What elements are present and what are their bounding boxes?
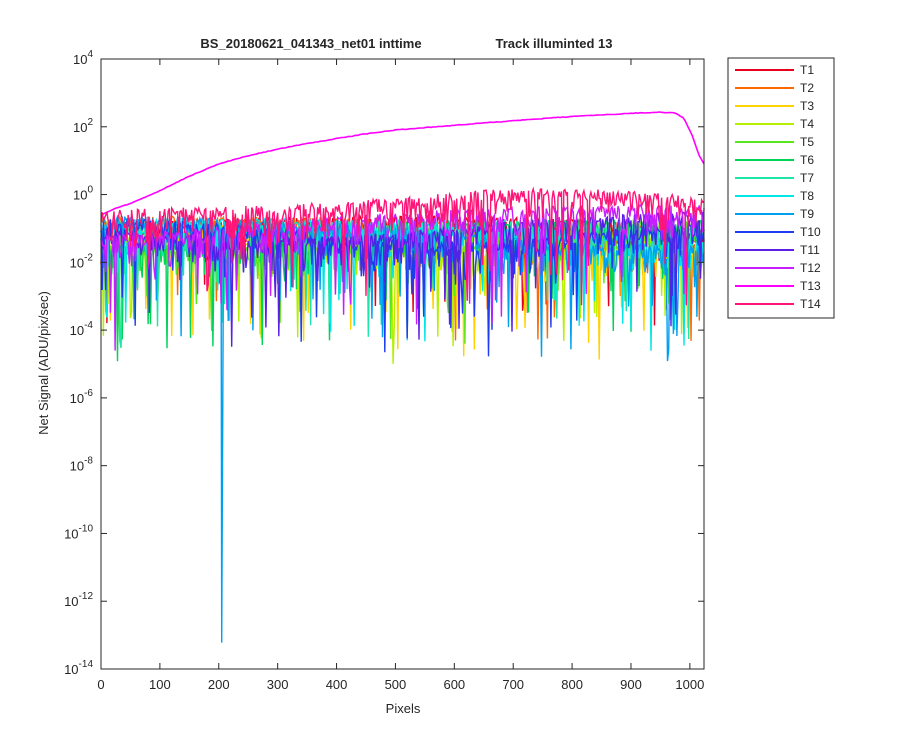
y-tick-label: 100 [73,185,93,203]
y-tick-label: 10-12 [64,591,93,609]
x-tick-label: 800 [561,677,583,692]
x-tick-label: 1000 [675,677,704,692]
y-tick-label: 102 [73,117,93,135]
legend-box [727,57,835,319]
legend-label-t9: T9 [800,207,814,221]
legend-label-t12: T12 [800,261,821,275]
y-tick-label: 10-14 [64,659,93,677]
x-tick-label: 200 [208,677,230,692]
x-tick-label: 400 [326,677,348,692]
x-tick-label: 100 [149,677,171,692]
legend-label-t3: T3 [800,99,814,113]
y-tick-label: 10-6 [70,388,94,406]
x-tick-label: 0 [97,677,104,692]
x-tick-label: 500 [385,677,407,692]
chart-title-left: BS_20180621_041343_net01 inttime [200,36,421,51]
legend-label-t10: T10 [800,225,821,239]
series-line-t8 [100,216,705,351]
series-line-t12 [100,203,705,351]
y-axis-label: Net Signal (ADU/pix/sec) [36,291,51,435]
legend-label-t13: T13 [800,279,821,293]
series-line-t14 [100,186,705,306]
legend-label-t6: T6 [800,153,814,167]
y-tick-label: 10-8 [70,456,94,474]
y-tick-label: 10-10 [64,523,93,541]
legend-label-t14: T14 [800,297,821,311]
x-tick-label: 700 [502,677,524,692]
legend-label-t7: T7 [800,171,814,185]
legend-label-t1: T1 [800,63,814,77]
plot-background [101,59,704,669]
series-line-t13 [100,111,705,216]
x-tick-label: 300 [267,677,289,692]
y-tick-label: 10-4 [70,320,94,338]
x-tick-label: 900 [620,677,642,692]
x-tick-label: 600 [443,677,465,692]
y-tick-label: 104 [73,49,93,67]
legend-label-t4: T4 [800,117,814,131]
legend: T1 T2 T3 T4 T5 T6 T7 T8 T9 T10 T11 T12 T13 T14 [727,57,835,319]
chart-title-right: Track illuminted 13 [495,36,612,51]
axes-box [100,58,705,670]
legend-label-t5: T5 [800,135,814,149]
axes: 0 100 200 300 400 500 600 700 800 900 1000 104 102 10… [64,49,705,692]
plot-area [100,59,705,669]
legend-label-t8: T8 [800,189,814,203]
legend-label-t2: T2 [800,81,814,95]
y-tick-label: 10-2 [70,252,94,270]
legend-label-t11: T11 [800,243,820,257]
x-axis-label: Pixels [386,701,421,716]
